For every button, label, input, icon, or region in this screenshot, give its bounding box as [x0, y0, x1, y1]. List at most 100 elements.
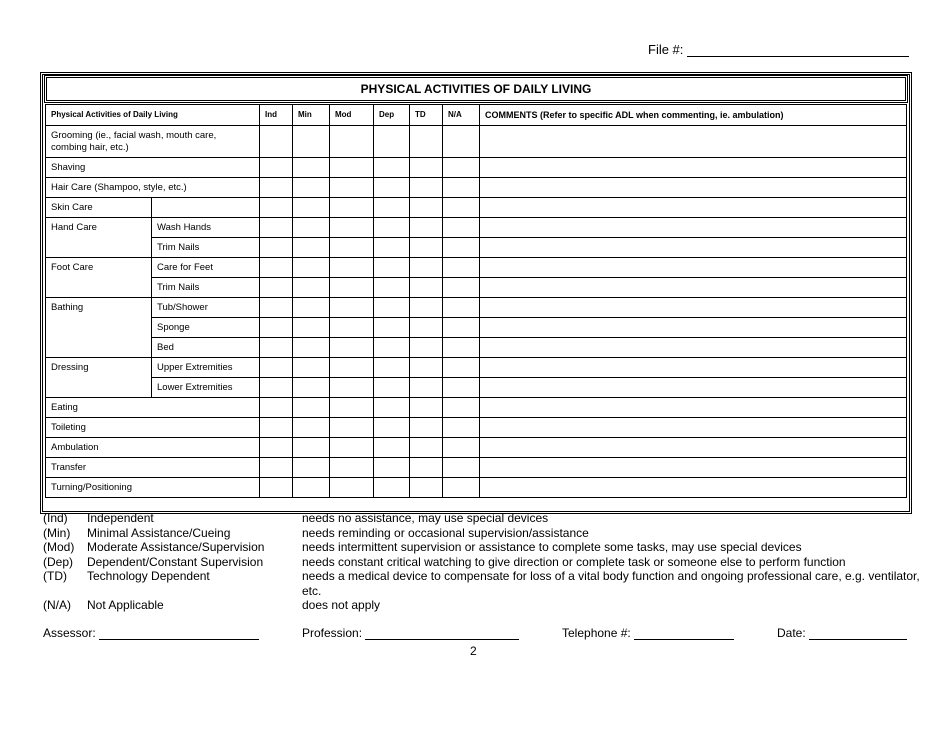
- dep-cell[interactable]: [373, 477, 410, 498]
- td-cell[interactable]: [409, 237, 443, 258]
- dep-cell[interactable]: [373, 237, 410, 258]
- mod-cell[interactable]: [329, 457, 374, 478]
- dep-cell[interactable]: [373, 197, 410, 218]
- mod-cell[interactable]: [329, 257, 374, 278]
- ind-cell[interactable]: [259, 397, 293, 418]
- mod-cell[interactable]: [329, 157, 374, 178]
- ind-cell[interactable]: [259, 257, 293, 278]
- min-cell[interactable]: [292, 417, 330, 438]
- mod-cell[interactable]: [329, 125, 374, 158]
- min-cell[interactable]: [292, 297, 330, 318]
- td-cell[interactable]: [409, 177, 443, 198]
- file-number-line[interactable]: [687, 42, 910, 57]
- min-cell[interactable]: [292, 217, 330, 238]
- min-cell[interactable]: [292, 437, 330, 458]
- td-cell[interactable]: [409, 417, 443, 438]
- dep-cell[interactable]: [373, 337, 410, 358]
- na-cell[interactable]: [442, 177, 480, 198]
- comments-cell[interactable]: [479, 337, 907, 358]
- comments-cell[interactable]: [479, 257, 907, 278]
- min-cell[interactable]: [292, 237, 330, 258]
- td-cell[interactable]: [409, 437, 443, 458]
- min-cell[interactable]: [292, 377, 330, 398]
- na-cell[interactable]: [442, 157, 480, 178]
- mod-cell[interactable]: [329, 397, 374, 418]
- comments-cell[interactable]: [479, 357, 907, 378]
- dep-cell[interactable]: [373, 397, 410, 418]
- ind-cell[interactable]: [259, 417, 293, 438]
- comments-cell[interactable]: [479, 237, 907, 258]
- profession-line[interactable]: [365, 625, 520, 640]
- dep-cell[interactable]: [373, 377, 410, 398]
- td-cell[interactable]: [409, 317, 443, 338]
- na-cell[interactable]: [442, 477, 480, 498]
- comments-cell[interactable]: [479, 217, 907, 238]
- min-cell[interactable]: [292, 477, 330, 498]
- mod-cell[interactable]: [329, 197, 374, 218]
- assessor-line[interactable]: [99, 625, 260, 640]
- ind-cell[interactable]: [259, 357, 293, 378]
- ind-cell[interactable]: [259, 157, 293, 178]
- dep-cell[interactable]: [373, 257, 410, 278]
- mod-cell[interactable]: [329, 297, 374, 318]
- ind-cell[interactable]: [259, 217, 293, 238]
- ind-cell[interactable]: [259, 277, 293, 298]
- comments-cell[interactable]: [479, 157, 907, 178]
- dep-cell[interactable]: [373, 357, 410, 378]
- ind-cell[interactable]: [259, 297, 293, 318]
- telephone-field[interactable]: Telephone #:: [562, 625, 735, 640]
- td-cell[interactable]: [409, 197, 443, 218]
- td-cell[interactable]: [409, 297, 443, 318]
- na-cell[interactable]: [442, 457, 480, 478]
- comments-cell[interactable]: [479, 277, 907, 298]
- dep-cell[interactable]: [373, 157, 410, 178]
- telephone-line[interactable]: [634, 625, 735, 640]
- td-cell[interactable]: [409, 377, 443, 398]
- dep-cell[interactable]: [373, 177, 410, 198]
- na-cell[interactable]: [442, 237, 480, 258]
- dep-cell[interactable]: [373, 297, 410, 318]
- comments-cell[interactable]: [479, 297, 907, 318]
- mod-cell[interactable]: [329, 437, 374, 458]
- na-cell[interactable]: [442, 297, 480, 318]
- comments-cell[interactable]: [479, 197, 907, 218]
- ind-cell[interactable]: [259, 177, 293, 198]
- na-cell[interactable]: [442, 197, 480, 218]
- min-cell[interactable]: [292, 177, 330, 198]
- na-cell[interactable]: [442, 217, 480, 238]
- dep-cell[interactable]: [373, 217, 410, 238]
- ind-cell[interactable]: [259, 125, 293, 158]
- date-line[interactable]: [809, 625, 908, 640]
- td-cell[interactable]: [409, 397, 443, 418]
- date-field[interactable]: Date:: [777, 625, 908, 640]
- dep-cell[interactable]: [373, 317, 410, 338]
- dep-cell[interactable]: [373, 277, 410, 298]
- mod-cell[interactable]: [329, 277, 374, 298]
- ind-cell[interactable]: [259, 377, 293, 398]
- td-cell[interactable]: [409, 257, 443, 278]
- td-cell[interactable]: [409, 457, 443, 478]
- td-cell[interactable]: [409, 477, 443, 498]
- na-cell[interactable]: [442, 397, 480, 418]
- mod-cell[interactable]: [329, 417, 374, 438]
- min-cell[interactable]: [292, 257, 330, 278]
- na-cell[interactable]: [442, 337, 480, 358]
- min-cell[interactable]: [292, 397, 330, 418]
- min-cell[interactable]: [292, 317, 330, 338]
- na-cell[interactable]: [442, 125, 480, 158]
- td-cell[interactable]: [409, 217, 443, 238]
- ind-cell[interactable]: [259, 237, 293, 258]
- comments-cell[interactable]: [479, 125, 907, 158]
- ind-cell[interactable]: [259, 437, 293, 458]
- min-cell[interactable]: [292, 357, 330, 378]
- dep-cell[interactable]: [373, 437, 410, 458]
- na-cell[interactable]: [442, 257, 480, 278]
- min-cell[interactable]: [292, 125, 330, 158]
- min-cell[interactable]: [292, 457, 330, 478]
- comments-cell[interactable]: [479, 317, 907, 338]
- profession-field[interactable]: Profession:: [302, 625, 520, 640]
- td-cell[interactable]: [409, 337, 443, 358]
- comments-cell[interactable]: [479, 457, 907, 478]
- comments-cell[interactable]: [479, 377, 907, 398]
- mod-cell[interactable]: [329, 357, 374, 378]
